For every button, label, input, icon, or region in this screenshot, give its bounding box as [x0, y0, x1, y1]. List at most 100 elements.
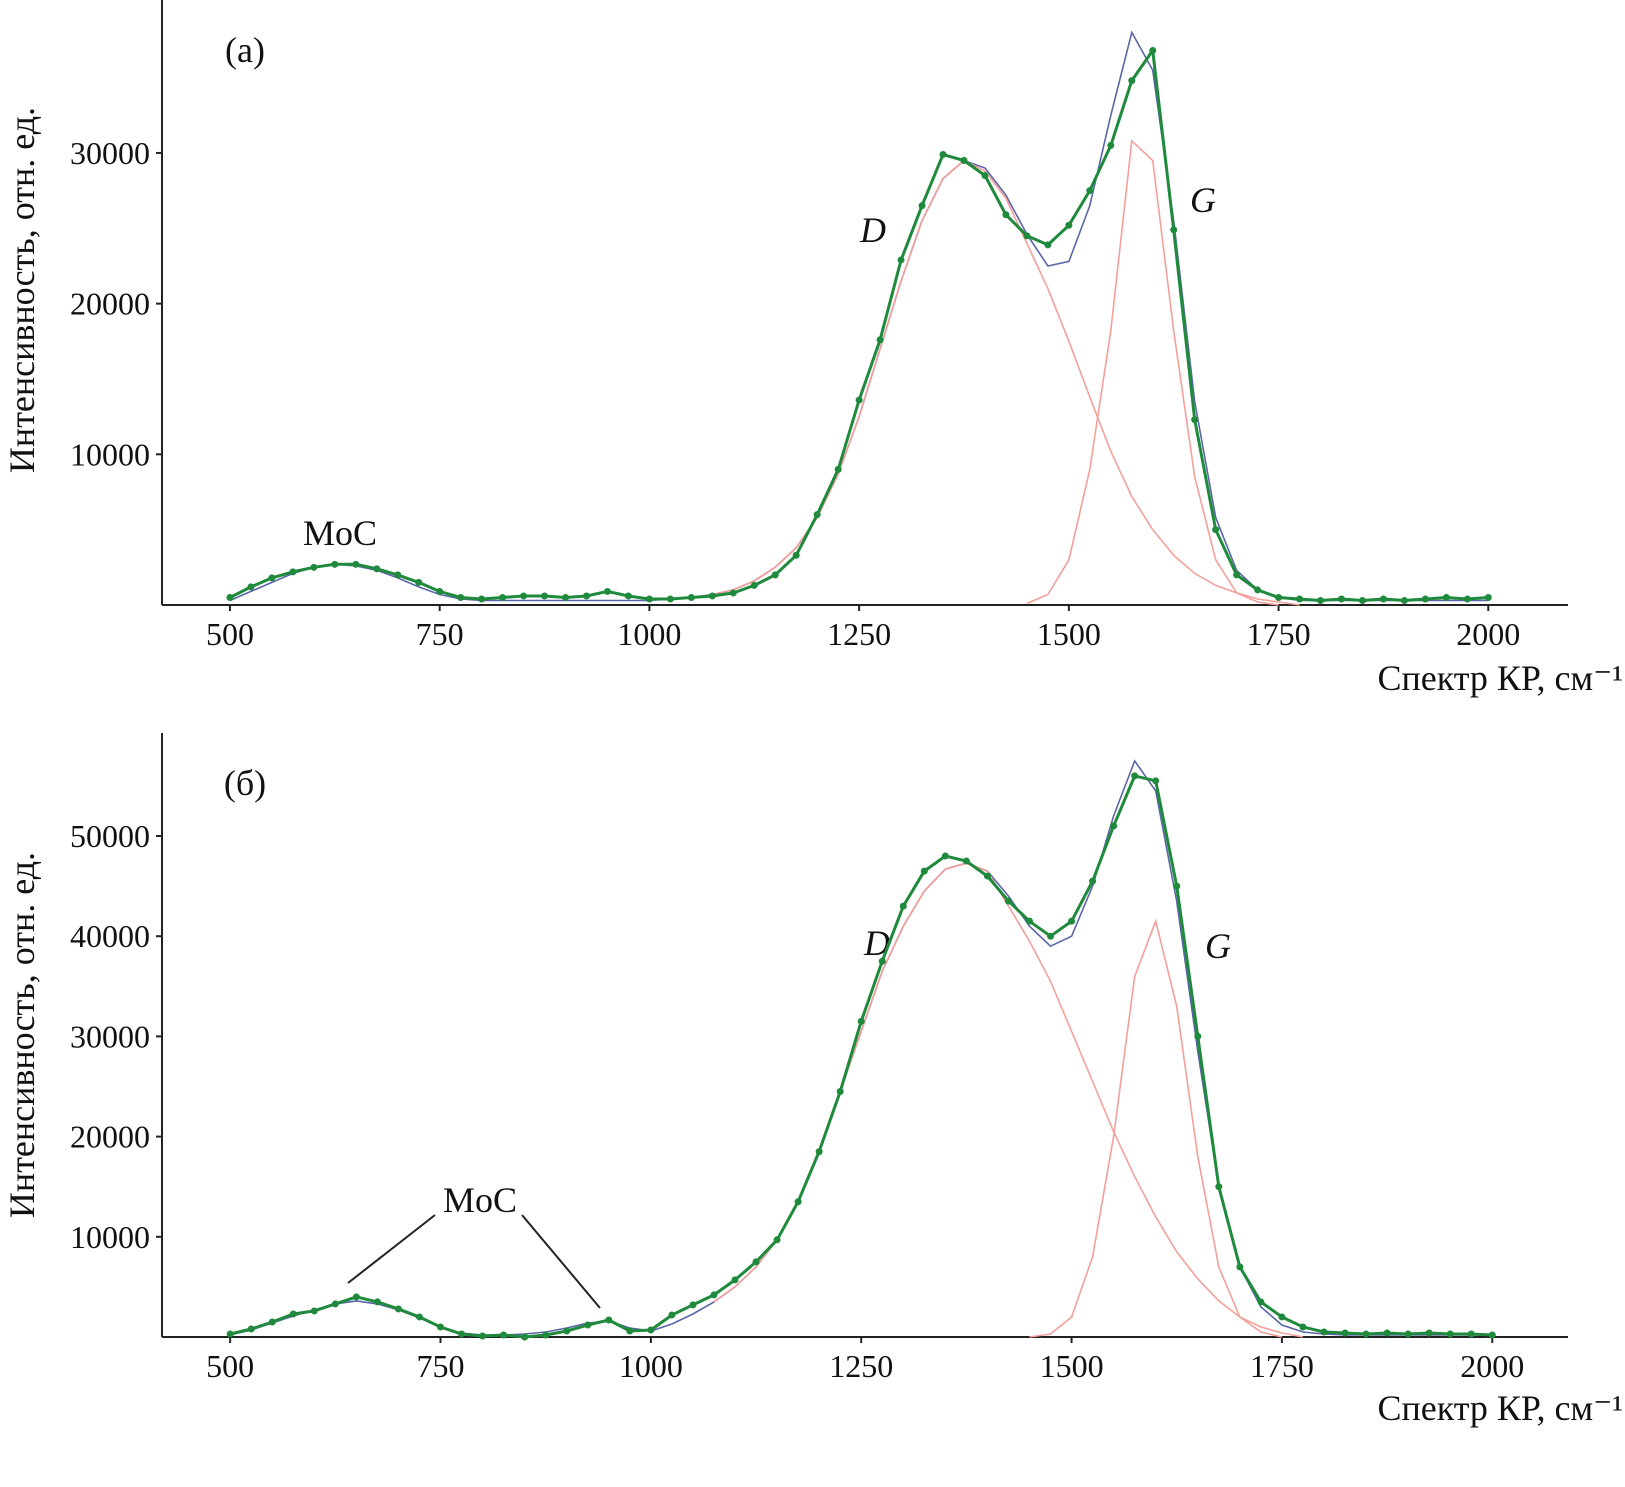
data-point [668, 1311, 676, 1319]
data-point [855, 396, 863, 404]
y-tick-label: 30000 [70, 135, 150, 171]
x-tick-label: 1250 [829, 1348, 893, 1384]
data-point [1086, 187, 1094, 195]
data-point [645, 595, 653, 603]
fit-line [229, 30, 1489, 602]
data-point [437, 1323, 445, 1331]
data-trace [229, 774, 1493, 1339]
data-point [729, 589, 737, 597]
x-tick-label: 1750 [1250, 1348, 1314, 1384]
x-tick-label: 750 [417, 1348, 465, 1384]
data-point [710, 1291, 718, 1299]
y-axis-label: Интенсивность, отн. ед. [2, 852, 42, 1218]
data-point [226, 1330, 234, 1338]
data-point [1047, 932, 1055, 940]
data-point [1068, 917, 1076, 925]
data-point [771, 571, 779, 579]
y-tick-label: 50000 [70, 818, 150, 854]
data-point [1173, 882, 1181, 890]
data-point [394, 571, 402, 579]
annotation: MoC [443, 1180, 517, 1220]
data-point [1257, 1298, 1265, 1306]
data-point [920, 867, 928, 875]
data-point [352, 1293, 360, 1301]
data-point [1299, 1323, 1307, 1331]
data-point [1212, 526, 1220, 534]
data-point [520, 592, 528, 600]
y-tick-label: 20000 [70, 1119, 150, 1155]
data-point [268, 1318, 276, 1326]
y-axis-label: Интенсивность, отн. ед. [2, 107, 42, 473]
x-tick-label: 1750 [1247, 616, 1311, 652]
data-point [582, 592, 590, 600]
data-point [1089, 877, 1097, 885]
fit-line [712, 159, 1300, 606]
data-point [918, 202, 926, 210]
data-point [1004, 897, 1012, 905]
annotation: D [859, 210, 886, 250]
data-point [605, 1316, 613, 1324]
data-point [1236, 1263, 1244, 1271]
data-point [1320, 1328, 1328, 1336]
data-point [563, 1327, 571, 1335]
data-point [521, 1333, 529, 1341]
data-point [1467, 1330, 1475, 1338]
data-point [478, 595, 486, 603]
data-point [1358, 596, 1366, 604]
data-point [331, 560, 339, 568]
data-point [1488, 1331, 1496, 1339]
data-point [773, 1236, 781, 1244]
data-point [247, 1325, 255, 1333]
data-point [1152, 777, 1160, 785]
x-tick-label: 500 [206, 616, 254, 652]
data-point [541, 592, 549, 600]
data-point [1278, 1313, 1286, 1321]
x-axis-label: Спектр КР, см⁻¹ [1377, 658, 1623, 698]
data-point [1317, 596, 1325, 604]
data-point [1400, 596, 1408, 604]
data-point [792, 551, 800, 559]
data-point [1362, 1330, 1370, 1338]
data-point [1233, 571, 1241, 579]
data-point [1131, 772, 1139, 780]
data-point [310, 563, 318, 571]
data-point [794, 1198, 802, 1206]
data-point [457, 593, 465, 601]
data-point [836, 1088, 844, 1096]
data-point [1379, 595, 1387, 603]
y-tick-label: 10000 [70, 1219, 150, 1255]
data-point [1442, 593, 1450, 601]
x-tick-label: 1000 [619, 1348, 683, 1384]
data-point [1194, 1032, 1202, 1040]
data-point [331, 1300, 339, 1308]
data-point [708, 592, 716, 600]
data-point [1463, 595, 1471, 603]
data-point [1110, 822, 1118, 830]
data-point [436, 587, 444, 595]
x-tick-label: 750 [416, 616, 464, 652]
data-point [1044, 241, 1052, 249]
data-point [626, 1327, 634, 1335]
data-point [1296, 595, 1304, 603]
data-point [857, 1017, 865, 1025]
data-trace [229, 46, 1489, 603]
panel-label: (а) [225, 30, 265, 70]
annotation: MoC [303, 513, 377, 553]
data-point [750, 581, 758, 589]
data-point [415, 1313, 423, 1321]
data-point [1425, 1329, 1433, 1337]
data-point [1128, 77, 1136, 85]
data-point [562, 593, 570, 601]
data-point [983, 872, 991, 880]
data-point [289, 568, 297, 576]
data-point [815, 1148, 823, 1156]
data-point [499, 593, 507, 601]
x-tick-label: 1500 [1040, 1348, 1104, 1384]
data-point [666, 595, 674, 603]
data-point [500, 1331, 508, 1339]
leader-line [521, 1214, 601, 1309]
x-tick-label: 500 [206, 1348, 254, 1384]
panel-label: (б) [224, 763, 266, 803]
data-point [479, 1332, 487, 1340]
